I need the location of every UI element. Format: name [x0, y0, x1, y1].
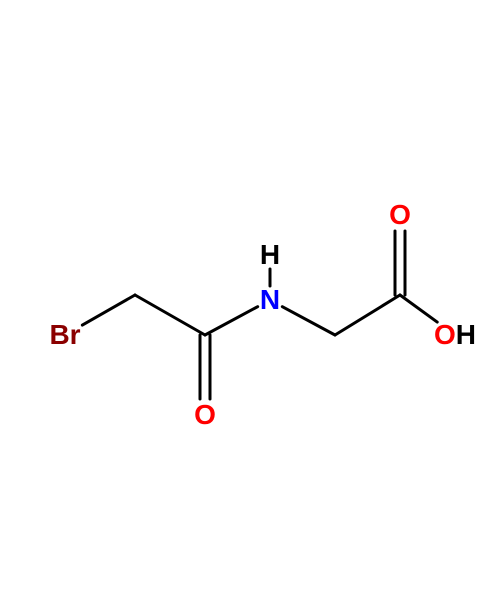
atom-oh: OH	[434, 319, 476, 351]
atom-o1: O	[194, 399, 216, 431]
atom-o2: O	[389, 199, 411, 231]
atom-br: Br	[49, 319, 80, 351]
atom-h: H	[260, 239, 280, 271]
atom-n: N	[260, 284, 280, 316]
molecule-canvas: Br O NH O OH	[0, 0, 500, 600]
bond-layer	[0, 0, 500, 600]
